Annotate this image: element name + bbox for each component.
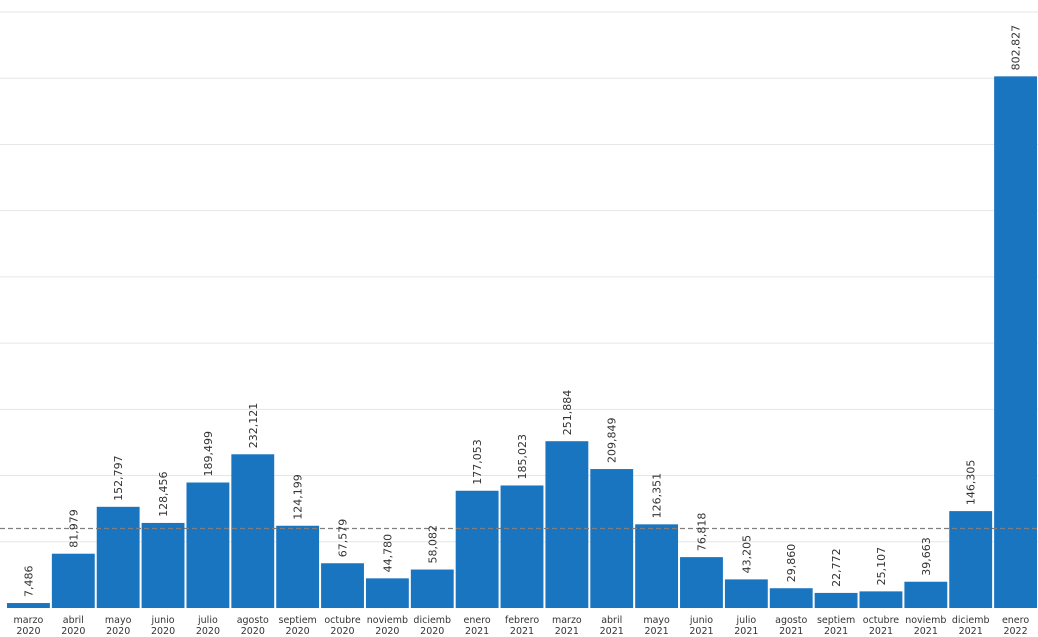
x-tick-month: abril bbox=[63, 615, 84, 626]
bar bbox=[276, 525, 320, 608]
x-tick-month: diciemb bbox=[413, 615, 451, 626]
data-label: 7,486 bbox=[22, 566, 35, 598]
x-tick-year: 2020 bbox=[330, 626, 354, 637]
x-tick-month: diciemb bbox=[952, 615, 990, 626]
bar bbox=[365, 578, 409, 608]
bar bbox=[724, 579, 768, 608]
x-tick-month: febrero bbox=[505, 615, 539, 626]
data-label: 25,107 bbox=[875, 547, 888, 586]
x-tick-year: 2020 bbox=[241, 626, 265, 637]
bar bbox=[769, 588, 813, 608]
x-tick-year: 2021 bbox=[869, 626, 893, 637]
x-tick-month: marzo bbox=[14, 615, 44, 626]
x-axis-ticks: marzo2020abril2020mayo2020junio2020julio… bbox=[14, 615, 1030, 637]
data-label: 152,797 bbox=[112, 455, 125, 501]
data-label: 58,082 bbox=[426, 525, 439, 564]
x-tick-year: 2020 bbox=[420, 626, 444, 637]
data-label: 177,053 bbox=[471, 439, 484, 485]
data-label: 209,849 bbox=[606, 418, 619, 464]
x-tick-year: 2021 bbox=[824, 626, 848, 637]
x-tick-year: 2020 bbox=[375, 626, 399, 637]
data-label: 22,772 bbox=[830, 548, 843, 587]
bar bbox=[814, 592, 858, 608]
bar bbox=[994, 76, 1037, 609]
x-tick-month: septiem bbox=[279, 615, 317, 626]
bar bbox=[321, 563, 364, 608]
bar bbox=[141, 522, 185, 608]
bars bbox=[7, 76, 1037, 609]
x-tick-year: 2020 bbox=[196, 626, 220, 637]
x-tick-year: 2021 bbox=[914, 626, 938, 637]
bar bbox=[904, 581, 948, 608]
data-label: 128,456 bbox=[157, 471, 170, 517]
gridlines bbox=[0, 11, 1038, 543]
x-tick-year: 2021 bbox=[959, 626, 983, 637]
data-label: 29,860 bbox=[785, 544, 798, 583]
bar bbox=[545, 441, 589, 608]
bar bbox=[410, 569, 454, 608]
x-tick-month: agosto bbox=[775, 615, 807, 626]
bar bbox=[635, 524, 679, 608]
x-tick-month: mayo bbox=[105, 615, 132, 626]
x-tick-year: 2020 bbox=[16, 626, 40, 637]
x-tick-month: agosto bbox=[237, 615, 269, 626]
x-tick-year: 2022 bbox=[1003, 626, 1027, 637]
bar bbox=[590, 469, 634, 608]
x-tick-year: 2021 bbox=[689, 626, 713, 637]
x-tick-month: septiem bbox=[817, 615, 855, 626]
bar bbox=[231, 454, 275, 608]
x-tick-year: 2020 bbox=[151, 626, 175, 637]
bar bbox=[455, 490, 499, 608]
x-tick-month: junio bbox=[689, 615, 713, 626]
data-label: 126,351 bbox=[651, 473, 664, 519]
x-tick-year: 2021 bbox=[465, 626, 489, 637]
x-tick-month: mayo bbox=[643, 615, 670, 626]
x-tick-month: julio bbox=[197, 615, 218, 626]
x-tick-year: 2020 bbox=[106, 626, 130, 637]
x-tick-month: julio bbox=[735, 615, 756, 626]
x-tick-year: 2021 bbox=[645, 626, 669, 637]
data-label: 189,499 bbox=[202, 431, 215, 477]
x-tick-month: octubre bbox=[863, 615, 900, 626]
x-tick-month: enero bbox=[464, 615, 491, 626]
x-tick-year: 2020 bbox=[61, 626, 85, 637]
bar bbox=[500, 485, 544, 608]
data-label: 802,827 bbox=[1010, 25, 1023, 71]
x-tick-year: 2020 bbox=[286, 626, 310, 637]
bar bbox=[680, 557, 723, 608]
data-label: 39,663 bbox=[920, 537, 933, 576]
x-tick-month: noviemb bbox=[905, 615, 946, 626]
value-labels: 7,486 81,979 152,797 128,456 189,499 232,121 1… bbox=[22, 25, 1022, 597]
x-tick-month: marzo bbox=[552, 615, 582, 626]
x-tick-month: enero bbox=[1002, 615, 1029, 626]
bar bbox=[96, 506, 140, 608]
x-tick-year: 2021 bbox=[779, 626, 803, 637]
data-label: 43,205 bbox=[740, 535, 753, 574]
data-label: 124,199 bbox=[292, 474, 305, 520]
data-label: 232,121 bbox=[247, 403, 260, 449]
bar bbox=[186, 482, 230, 608]
data-label: 251,884 bbox=[561, 390, 574, 436]
data-label: 81,979 bbox=[67, 509, 80, 548]
x-tick-year: 2021 bbox=[510, 626, 534, 637]
x-tick-year: 2021 bbox=[734, 626, 758, 637]
x-tick-month: octubre bbox=[324, 615, 361, 626]
x-tick-month: junio bbox=[150, 615, 174, 626]
bar bbox=[51, 553, 95, 608]
x-tick-year: 2021 bbox=[555, 626, 579, 637]
x-tick-year: 2021 bbox=[600, 626, 624, 637]
x-tick-month: abril bbox=[601, 615, 622, 626]
data-label: 67,579 bbox=[337, 519, 350, 558]
data-label: 185,023 bbox=[516, 434, 529, 480]
bar bbox=[949, 511, 993, 608]
x-tick-month: noviemb bbox=[367, 615, 408, 626]
data-label: 44,780 bbox=[381, 534, 394, 573]
data-label: 76,818 bbox=[695, 513, 708, 552]
data-label: 146,305 bbox=[965, 460, 978, 506]
bar bbox=[859, 591, 903, 608]
bar bbox=[7, 603, 50, 608]
